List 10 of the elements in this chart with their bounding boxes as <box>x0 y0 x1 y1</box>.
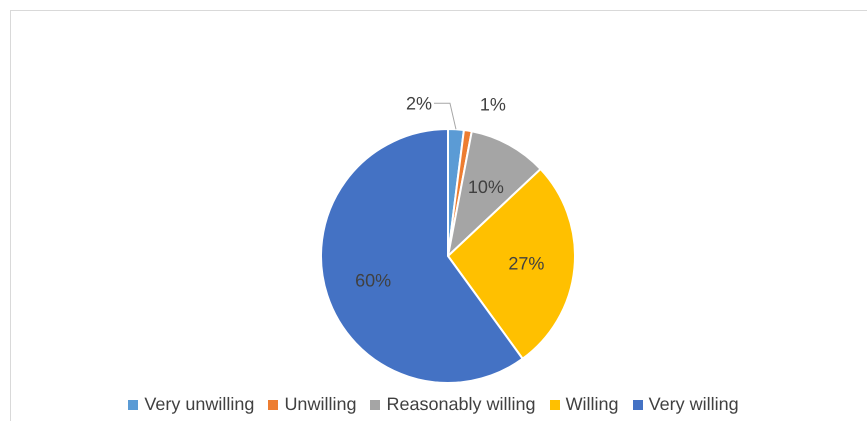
legend-label: Very unwilling <box>144 394 254 415</box>
data-label: 10% <box>468 177 504 197</box>
legend-label: Willing <box>566 394 619 415</box>
data-label: 2% <box>406 93 432 114</box>
legend-label: Unwilling <box>284 394 356 415</box>
legend-label: Reasonably willing <box>386 394 536 415</box>
data-label: 60% <box>355 270 392 290</box>
data-label: 1% <box>480 94 506 115</box>
data-label: 27% <box>508 253 544 274</box>
legend-label: Very willing <box>648 394 739 415</box>
